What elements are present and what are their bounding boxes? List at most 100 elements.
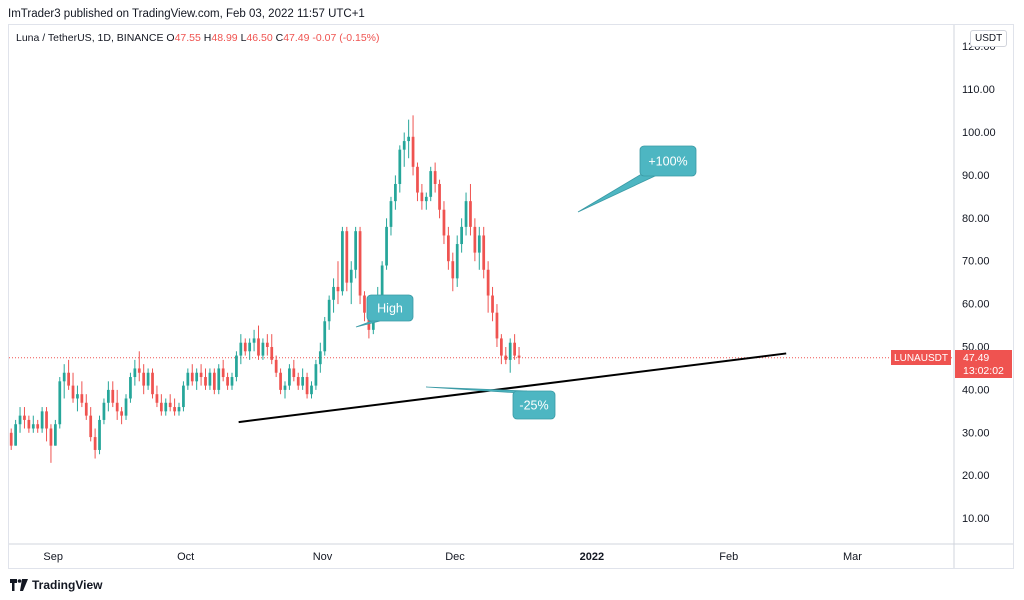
candle [517, 347, 521, 365]
candle-body [186, 372, 190, 386]
candle [226, 372, 229, 390]
callout-box[interactable] [639, 145, 697, 177]
candle-body [243, 342, 247, 352]
candle-body [137, 368, 141, 373]
callout[interactable]: High [355, 294, 414, 328]
candle [354, 226, 358, 279]
candle [424, 192, 428, 210]
candle [433, 162, 437, 193]
candle-body [354, 231, 358, 270]
candle [80, 381, 84, 408]
candle-body [402, 141, 406, 150]
candle-body [301, 377, 305, 386]
candle-body [226, 377, 229, 386]
candle [239, 334, 243, 365]
candle [18, 407, 22, 433]
candle [486, 261, 490, 313]
legend-open-label: O [166, 32, 175, 44]
candle-body [504, 355, 508, 360]
candle-body [332, 286, 335, 300]
candle-body [323, 321, 327, 352]
trendline-group[interactable] [238, 352, 787, 424]
candle [173, 398, 176, 416]
candle-body [407, 136, 411, 142]
candle [318, 342, 322, 373]
candle [288, 364, 291, 390]
candle [358, 226, 362, 305]
candle [182, 381, 185, 412]
price-tag-value-bg [955, 350, 1012, 378]
price-tag-label-bg [891, 350, 951, 365]
candle-body [513, 342, 516, 356]
candle [455, 235, 459, 287]
symbol-legend: Luna / TetherUS, 1D, BINANCE O47.55 H48.… [16, 32, 380, 44]
callout-box[interactable] [366, 294, 414, 322]
trendline[interactable] [238, 352, 787, 424]
candle-body [76, 394, 79, 399]
footer: TradingView [10, 578, 102, 592]
candle-body [177, 407, 181, 412]
candle-body [124, 398, 128, 416]
candle-body [283, 385, 287, 390]
candle-body [93, 437, 97, 450]
x-tick-label: Feb [719, 551, 738, 563]
candle-body [500, 338, 503, 356]
candle [257, 325, 260, 360]
candle-body [491, 295, 494, 313]
candle-body [23, 415, 26, 420]
candle [129, 372, 132, 403]
candle [221, 359, 225, 382]
candle-body [389, 201, 393, 227]
x-tick-label: Dec [445, 551, 465, 563]
currency-button[interactable]: USDT [970, 30, 1008, 47]
candle [124, 394, 128, 420]
candle-body [71, 385, 75, 399]
candle [336, 261, 340, 305]
candle-body [142, 372, 146, 386]
candle-body [438, 183, 441, 210]
footer-brand[interactable]: TradingView [32, 578, 103, 592]
candle-body [155, 394, 159, 403]
legend-change: -0.07 (-0.15%) [312, 32, 380, 44]
candle-body [447, 235, 450, 262]
candle [385, 218, 388, 270]
callout[interactable]: -25% [425, 386, 556, 420]
candle-body [469, 201, 472, 227]
candle-body [495, 312, 499, 339]
candle-body [265, 342, 269, 347]
candle-body [517, 355, 521, 358]
price-tag-price: 47.49 [963, 352, 989, 364]
candle-body [380, 265, 384, 296]
x-axis: Sep Oct Nov Dec 2022 Feb Mar [43, 551, 862, 563]
candle [429, 166, 433, 202]
legend-high: 48.99 [211, 32, 238, 44]
candle [84, 394, 88, 420]
candle-body [58, 381, 62, 425]
candle [420, 183, 424, 210]
y-tick-label: 20.00 [962, 470, 990, 482]
callout[interactable]: +100% [577, 145, 697, 213]
candle [36, 419, 40, 433]
annotations[interactable]: High +100% -25% [355, 145, 697, 420]
candle-body [345, 231, 349, 283]
candle [464, 192, 468, 236]
y-axis: 10.0020.0030.0040.0050.0060.0070.0080.00… [962, 41, 996, 525]
candle [142, 364, 146, 395]
candle [106, 381, 110, 412]
candle [45, 407, 48, 442]
candle-body [80, 394, 84, 403]
candle [212, 368, 216, 395]
price-tag: LUNAUSDT 47.49 13:02:02 [891, 350, 1012, 378]
candle-body [477, 235, 481, 253]
candle-body [486, 269, 490, 296]
candle [345, 226, 349, 292]
candle-body [208, 372, 212, 386]
candle [146, 368, 150, 390]
candle-body [363, 295, 366, 313]
callout-label: High [377, 302, 403, 316]
legend-symbol[interactable]: Luna / TetherUS, 1D, BINANCE [16, 32, 164, 44]
candle [469, 183, 472, 236]
callout-box[interactable] [512, 390, 556, 420]
candle-body [182, 385, 185, 408]
